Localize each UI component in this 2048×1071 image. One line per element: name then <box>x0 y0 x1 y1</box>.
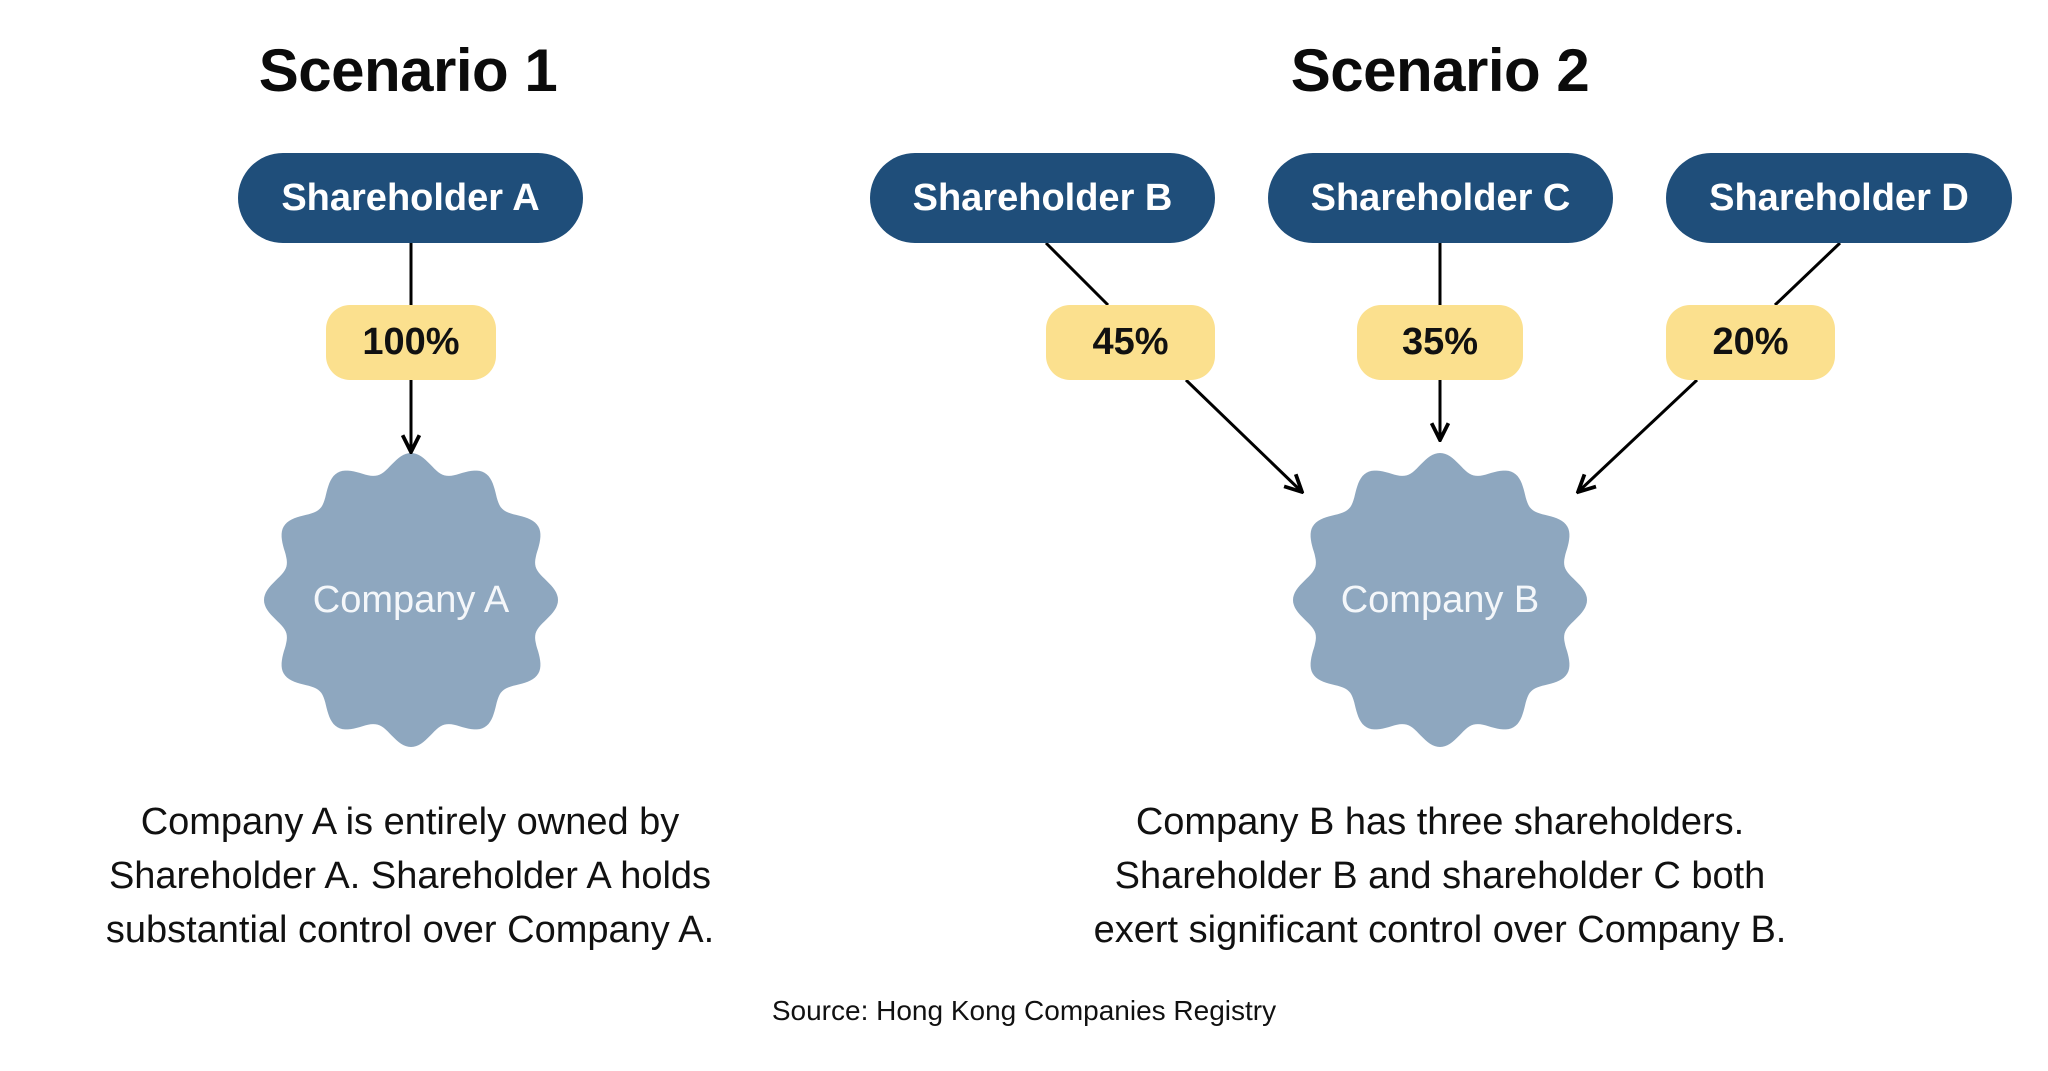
scenario-1-description-line: substantial control over Company A. <box>105 909 715 951</box>
scenario-2-title: Scenario 2 <box>1290 37 1590 104</box>
scenario-1-description-line: Shareholder A. Shareholder A holds <box>108 855 712 897</box>
scenario-2-description-line: exert significant control over Company B… <box>1093 909 1787 951</box>
shareholder-b-percentage: 45% <box>1046 305 1215 380</box>
company-b-label: Company B <box>1340 579 1540 621</box>
shareholder-b-node: Shareholder B <box>870 153 1215 243</box>
arrow-d-to-company <box>1578 378 1699 492</box>
shareholder-a-percentage: 100% <box>326 305 496 380</box>
shareholder-d-node: Shareholder D <box>1666 153 2012 243</box>
company-a-shape <box>264 453 558 747</box>
shareholder-d-percentage: 20% <box>1666 305 1835 380</box>
source-caption: Source: Hong Kong Companies Registry <box>771 995 1277 1026</box>
scenario-1-title: Scenario 1 <box>258 37 558 104</box>
company-a-label: Company A <box>312 579 510 621</box>
shareholder-c-node: Shareholder C <box>1268 153 1613 243</box>
connector-b-to-pct <box>1044 241 1110 307</box>
scenario-2-description-line: Company B has three shareholders. <box>1135 801 1745 843</box>
company-b-shape <box>1293 453 1587 747</box>
scenario-1-description: Company A is entirely owned by Sharehold… <box>30 795 790 957</box>
shareholder-c-percentage: 35% <box>1357 305 1523 380</box>
arrow-b-to-company <box>1184 378 1302 492</box>
scenario-1-description-line: Company A is entirely owned by <box>140 801 680 843</box>
scenario-2-description: Company B has three shareholders. Shareh… <box>1060 795 1820 957</box>
scenario-2-description-line: Shareholder B and shareholder C both <box>1114 855 1766 897</box>
connector-d-to-pct <box>1773 241 1842 307</box>
shareholder-a-node: Shareholder A <box>238 153 583 243</box>
